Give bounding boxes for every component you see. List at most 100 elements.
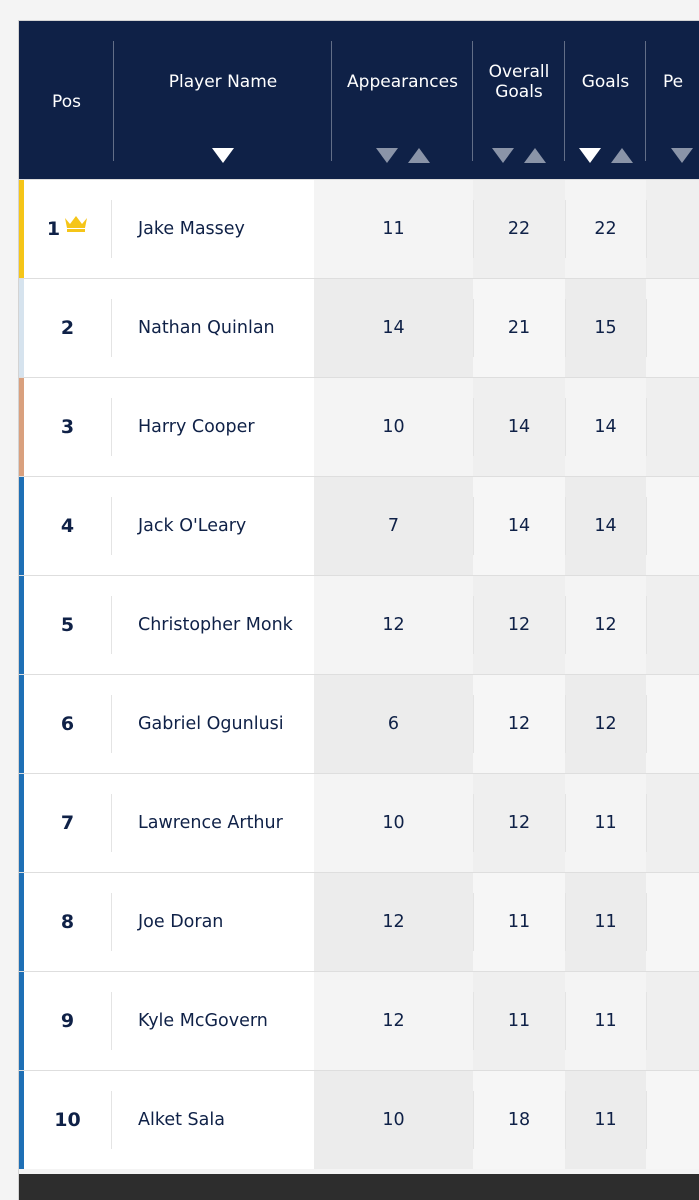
- cell-divider: [473, 497, 474, 555]
- sort-descending-icon[interactable]: [671, 148, 693, 163]
- player-name[interactable]: Lawrence Arthur: [138, 813, 283, 833]
- cell-divider: [111, 992, 112, 1050]
- row-sticky-section: 10 Alket Sala: [19, 1071, 326, 1169]
- column-header-penalties[interactable]: Pe: [646, 21, 699, 179]
- table-row[interactable]: 2 Nathan Quinlan 14 21 15: [19, 278, 699, 377]
- cell-background: [565, 378, 646, 476]
- appearances-cell: 6: [387, 714, 400, 734]
- table-row[interactable]: 8 Joe Doran 12 11 11: [19, 872, 699, 971]
- cell-divider: [646, 1091, 647, 1149]
- appearances-cell: 10: [382, 1110, 405, 1130]
- player-name[interactable]: Harry Cooper: [138, 417, 255, 437]
- goals-cell: 11: [594, 912, 617, 932]
- cell-divider: [646, 497, 647, 555]
- table-row[interactable]: 1 Jake Massey 11 22 22: [19, 179, 699, 278]
- column-header-player-name[interactable]: Player Name: [114, 21, 332, 179]
- table-row[interactable]: 4 Jack O'Leary 7 14 14: [19, 476, 699, 575]
- row-sticky-section: 4 Jack O'Leary: [19, 477, 326, 575]
- cell-background: [565, 477, 646, 575]
- overall-goals-cell: 12: [507, 714, 531, 734]
- column-header-appearances-label: Appearances: [347, 72, 458, 92]
- player-name[interactable]: Gabriel Ogunlusi: [138, 714, 284, 734]
- cell-divider: [111, 695, 112, 753]
- cell-divider: [111, 200, 112, 258]
- cell-divider: [565, 893, 566, 951]
- column-header-goals[interactable]: Goals: [565, 21, 646, 179]
- position-value: 6: [60, 713, 75, 735]
- table-row[interactable]: 10 Alket Sala 10 18 11: [19, 1070, 699, 1169]
- cell-background: [314, 378, 473, 476]
- cell-divider: [473, 893, 474, 951]
- rank-stripe: [19, 279, 24, 377]
- sort-descending-icon[interactable]: [375, 148, 398, 163]
- position-value: 7: [60, 812, 75, 834]
- cell-divider: [473, 794, 474, 852]
- sort-descending-icon[interactable]: [578, 148, 601, 163]
- cell-divider: [473, 992, 474, 1050]
- position-value: 4: [60, 515, 75, 537]
- sort-descending-icon[interactable]: [212, 148, 234, 163]
- cell-background: [565, 576, 646, 674]
- sort-ascending-icon[interactable]: [610, 148, 633, 163]
- appearances-cell: 10: [382, 417, 405, 437]
- table-row[interactable]: 7 Lawrence Arthur 10 12 11: [19, 773, 699, 872]
- table-row[interactable]: 9 Kyle McGovern 12 11 11: [19, 971, 699, 1070]
- position-value: 8: [60, 911, 75, 933]
- cell-background: [314, 279, 473, 377]
- cell-background: [565, 1071, 646, 1169]
- appearances-cell: 11: [382, 219, 405, 239]
- position-value: 5: [60, 614, 75, 636]
- sort-descending-icon[interactable]: [492, 148, 514, 163]
- goals-cell: 12: [594, 714, 617, 734]
- position-value: 9: [60, 1010, 75, 1032]
- table-row[interactable]: 5 Christopher Monk 12 12 12: [19, 575, 699, 674]
- cell-background: [646, 675, 699, 773]
- player-name[interactable]: Kyle McGovern: [138, 1011, 268, 1031]
- player-name[interactable]: Christopher Monk: [138, 615, 293, 635]
- row-stats-section: 7 14 14: [314, 477, 699, 575]
- cell-divider: [111, 794, 112, 852]
- position-cell: 10: [24, 1071, 111, 1169]
- cell-background: [314, 576, 473, 674]
- appearances-cell: 10: [382, 813, 405, 833]
- cell-background: [314, 972, 473, 1070]
- row-stats-section: 10 12 11: [314, 774, 699, 872]
- overall-goals-cell: 11: [507, 1011, 531, 1031]
- sort-ascending-icon[interactable]: [407, 148, 430, 163]
- row-sticky-section: 3 Harry Cooper: [19, 378, 326, 476]
- row-sticky-section: 7 Lawrence Arthur: [19, 774, 326, 872]
- overall-goals-cell: 21: [507, 318, 531, 338]
- row-sticky-section: 5 Christopher Monk: [19, 576, 326, 674]
- cell-background: [314, 477, 473, 575]
- row-stats-section: 10 18 11: [314, 1071, 699, 1169]
- column-header-appearances[interactable]: Appearances: [332, 21, 473, 179]
- cell-divider: [565, 299, 566, 357]
- position-cell: 7: [24, 774, 111, 872]
- cell-divider: [565, 497, 566, 555]
- row-stats-section: 11 22 22: [314, 180, 699, 278]
- row-sticky-section: 9 Kyle McGovern: [19, 972, 326, 1070]
- cell-divider: [473, 299, 474, 357]
- player-name[interactable]: Jake Massey: [138, 219, 245, 239]
- row-stats-section: 14 21 15: [314, 279, 699, 377]
- cell-background: [473, 477, 565, 575]
- cell-background: [473, 675, 565, 773]
- sort-ascending-icon[interactable]: [524, 148, 546, 163]
- rank-stripe: [19, 1071, 24, 1169]
- stats-table-frame: Pos Player Name Appearances Overall Goal…: [18, 20, 699, 1200]
- player-name[interactable]: Nathan Quinlan: [138, 318, 275, 338]
- header-divider: [113, 41, 114, 161]
- player-name[interactable]: Joe Doran: [138, 912, 224, 932]
- table-row[interactable]: 3 Harry Cooper 10 14 14: [19, 377, 699, 476]
- column-header-overall-goals[interactable]: Overall Goals: [473, 21, 565, 179]
- appearances-cell: 12: [382, 615, 405, 635]
- cell-divider: [646, 794, 647, 852]
- cell-divider: [646, 695, 647, 753]
- player-name[interactable]: Jack O'Leary: [138, 516, 247, 536]
- goals-cell: 11: [594, 1011, 617, 1031]
- player-name[interactable]: Alket Sala: [138, 1110, 225, 1130]
- cell-divider: [111, 398, 112, 456]
- cell-background: [646, 477, 699, 575]
- table-row[interactable]: 6 Gabriel Ogunlusi 6 12 12: [19, 674, 699, 773]
- appearances-cell: 12: [382, 912, 405, 932]
